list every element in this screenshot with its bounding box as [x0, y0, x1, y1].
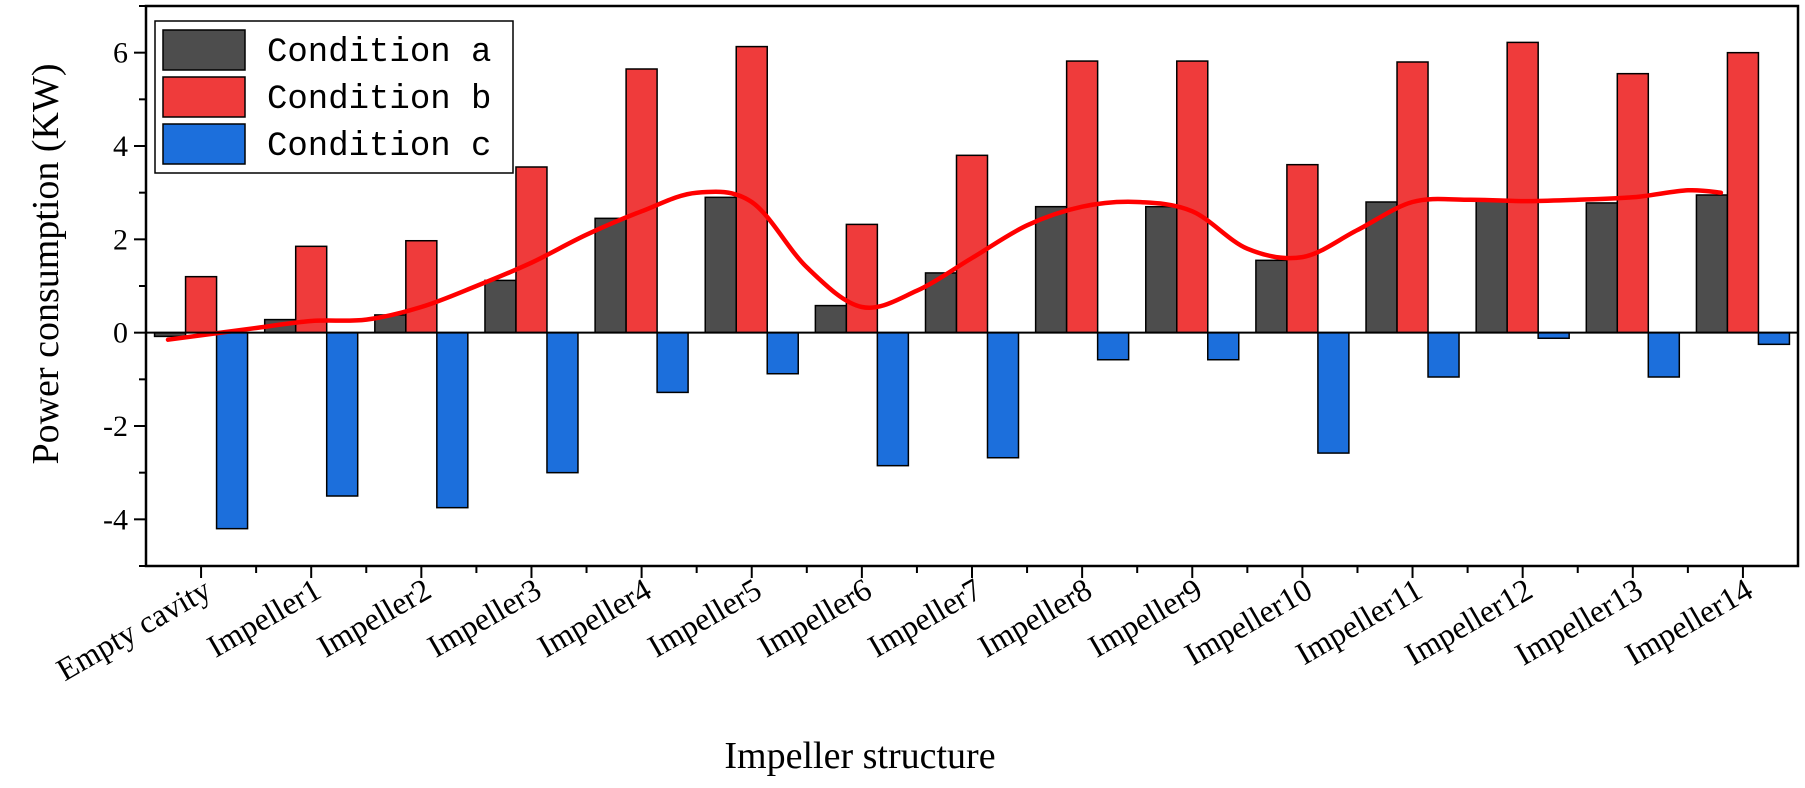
x-tick-label-10: Impeller10 — [1178, 571, 1318, 672]
legend-label-2: Condition c — [267, 128, 491, 166]
x-tick-label-7: Impeller7 — [862, 571, 988, 664]
bar-condition-a-5 — [704, 196, 737, 334]
legend: Condition a Condition b Condition c — [154, 20, 514, 174]
trend-layer — [165, 187, 1724, 342]
bar-condition-b-4 — [625, 68, 658, 334]
bar-condition-c-4 — [656, 331, 689, 394]
bar-condition-b-8 — [1065, 60, 1099, 334]
legend-swatch-0 — [162, 29, 246, 71]
bar-condition-b-0 — [184, 275, 218, 334]
x-tick-label-8: Impeller8 — [972, 571, 1098, 664]
x-tick-label-4: Impeller4 — [531, 571, 657, 664]
bar-condition-c-9 — [1207, 331, 1240, 361]
bar-condition-a-13 — [1585, 202, 1619, 334]
bar-condition-c-13 — [1647, 331, 1681, 378]
y-tick-label: 6 — [113, 37, 128, 70]
y-tick-label: 2 — [113, 223, 128, 256]
bar-condition-c-14 — [1757, 331, 1791, 346]
legend-swatch-1 — [162, 76, 246, 118]
bar-condition-a-14 — [1695, 194, 1729, 334]
bar-condition-b-5 — [735, 45, 768, 334]
bar-condition-a-3 — [484, 279, 517, 334]
y-tick-label: 0 — [113, 317, 128, 350]
bar-condition-b-7 — [955, 154, 989, 334]
bar-condition-b-12 — [1506, 41, 1539, 334]
bar-condition-a-10 — [1255, 259, 1288, 334]
bar-condition-c-0 — [215, 331, 249, 530]
bar-condition-c-10 — [1317, 331, 1350, 454]
x-tick-label-14: Impeller14 — [1619, 571, 1759, 672]
bar-condition-b-6 — [845, 223, 879, 334]
bar-condition-b-14 — [1726, 51, 1760, 334]
x-tick-label-6: Impeller6 — [752, 571, 878, 664]
bar-condition-a-9 — [1145, 205, 1178, 334]
bar-condition-c-5 — [766, 331, 799, 375]
bar-condition-b-10 — [1286, 163, 1319, 334]
bar-condition-c-7 — [986, 331, 1020, 459]
legend-swatch-2 — [162, 123, 246, 165]
legend-label-1: Condition b — [267, 81, 491, 119]
y-axis-title: Power consumption (KW) — [25, 63, 67, 464]
y-tick-label: 4 — [113, 130, 128, 163]
bar-condition-b-11 — [1396, 61, 1429, 334]
y-tick-label: -4 — [103, 503, 128, 536]
bar-condition-b-9 — [1176, 60, 1209, 334]
x-tick-label-3: Impeller3 — [421, 571, 547, 664]
bar-condition-b-13 — [1616, 72, 1650, 334]
bar-condition-a-4 — [594, 217, 627, 334]
bar-condition-b-2 — [405, 239, 438, 334]
bar-condition-c-3 — [546, 331, 579, 474]
bar-condition-c-6 — [876, 331, 910, 467]
bar-condition-a-8 — [1034, 205, 1068, 334]
bar-condition-c-1 — [325, 331, 359, 497]
legend-label-0: Condition a — [267, 34, 491, 72]
x-tick-label-1: Impeller1 — [201, 571, 327, 664]
trend-line — [165, 187, 1724, 342]
bar-condition-c-8 — [1096, 331, 1130, 361]
bar-condition-a-6 — [814, 304, 848, 334]
x-axis-title: Impeller structure — [724, 735, 995, 777]
y-tick-label: -2 — [103, 410, 128, 443]
x-tick-label-2: Impeller2 — [311, 571, 437, 664]
x-tick-label-0: Empty cavity — [50, 571, 217, 688]
bar-condition-c-2 — [436, 331, 469, 509]
x-tick-label-5: Impeller5 — [641, 571, 767, 664]
bar-condition-c-11 — [1427, 331, 1460, 378]
bar-condition-b-3 — [515, 166, 548, 334]
bar-condition-a-12 — [1475, 198, 1508, 334]
